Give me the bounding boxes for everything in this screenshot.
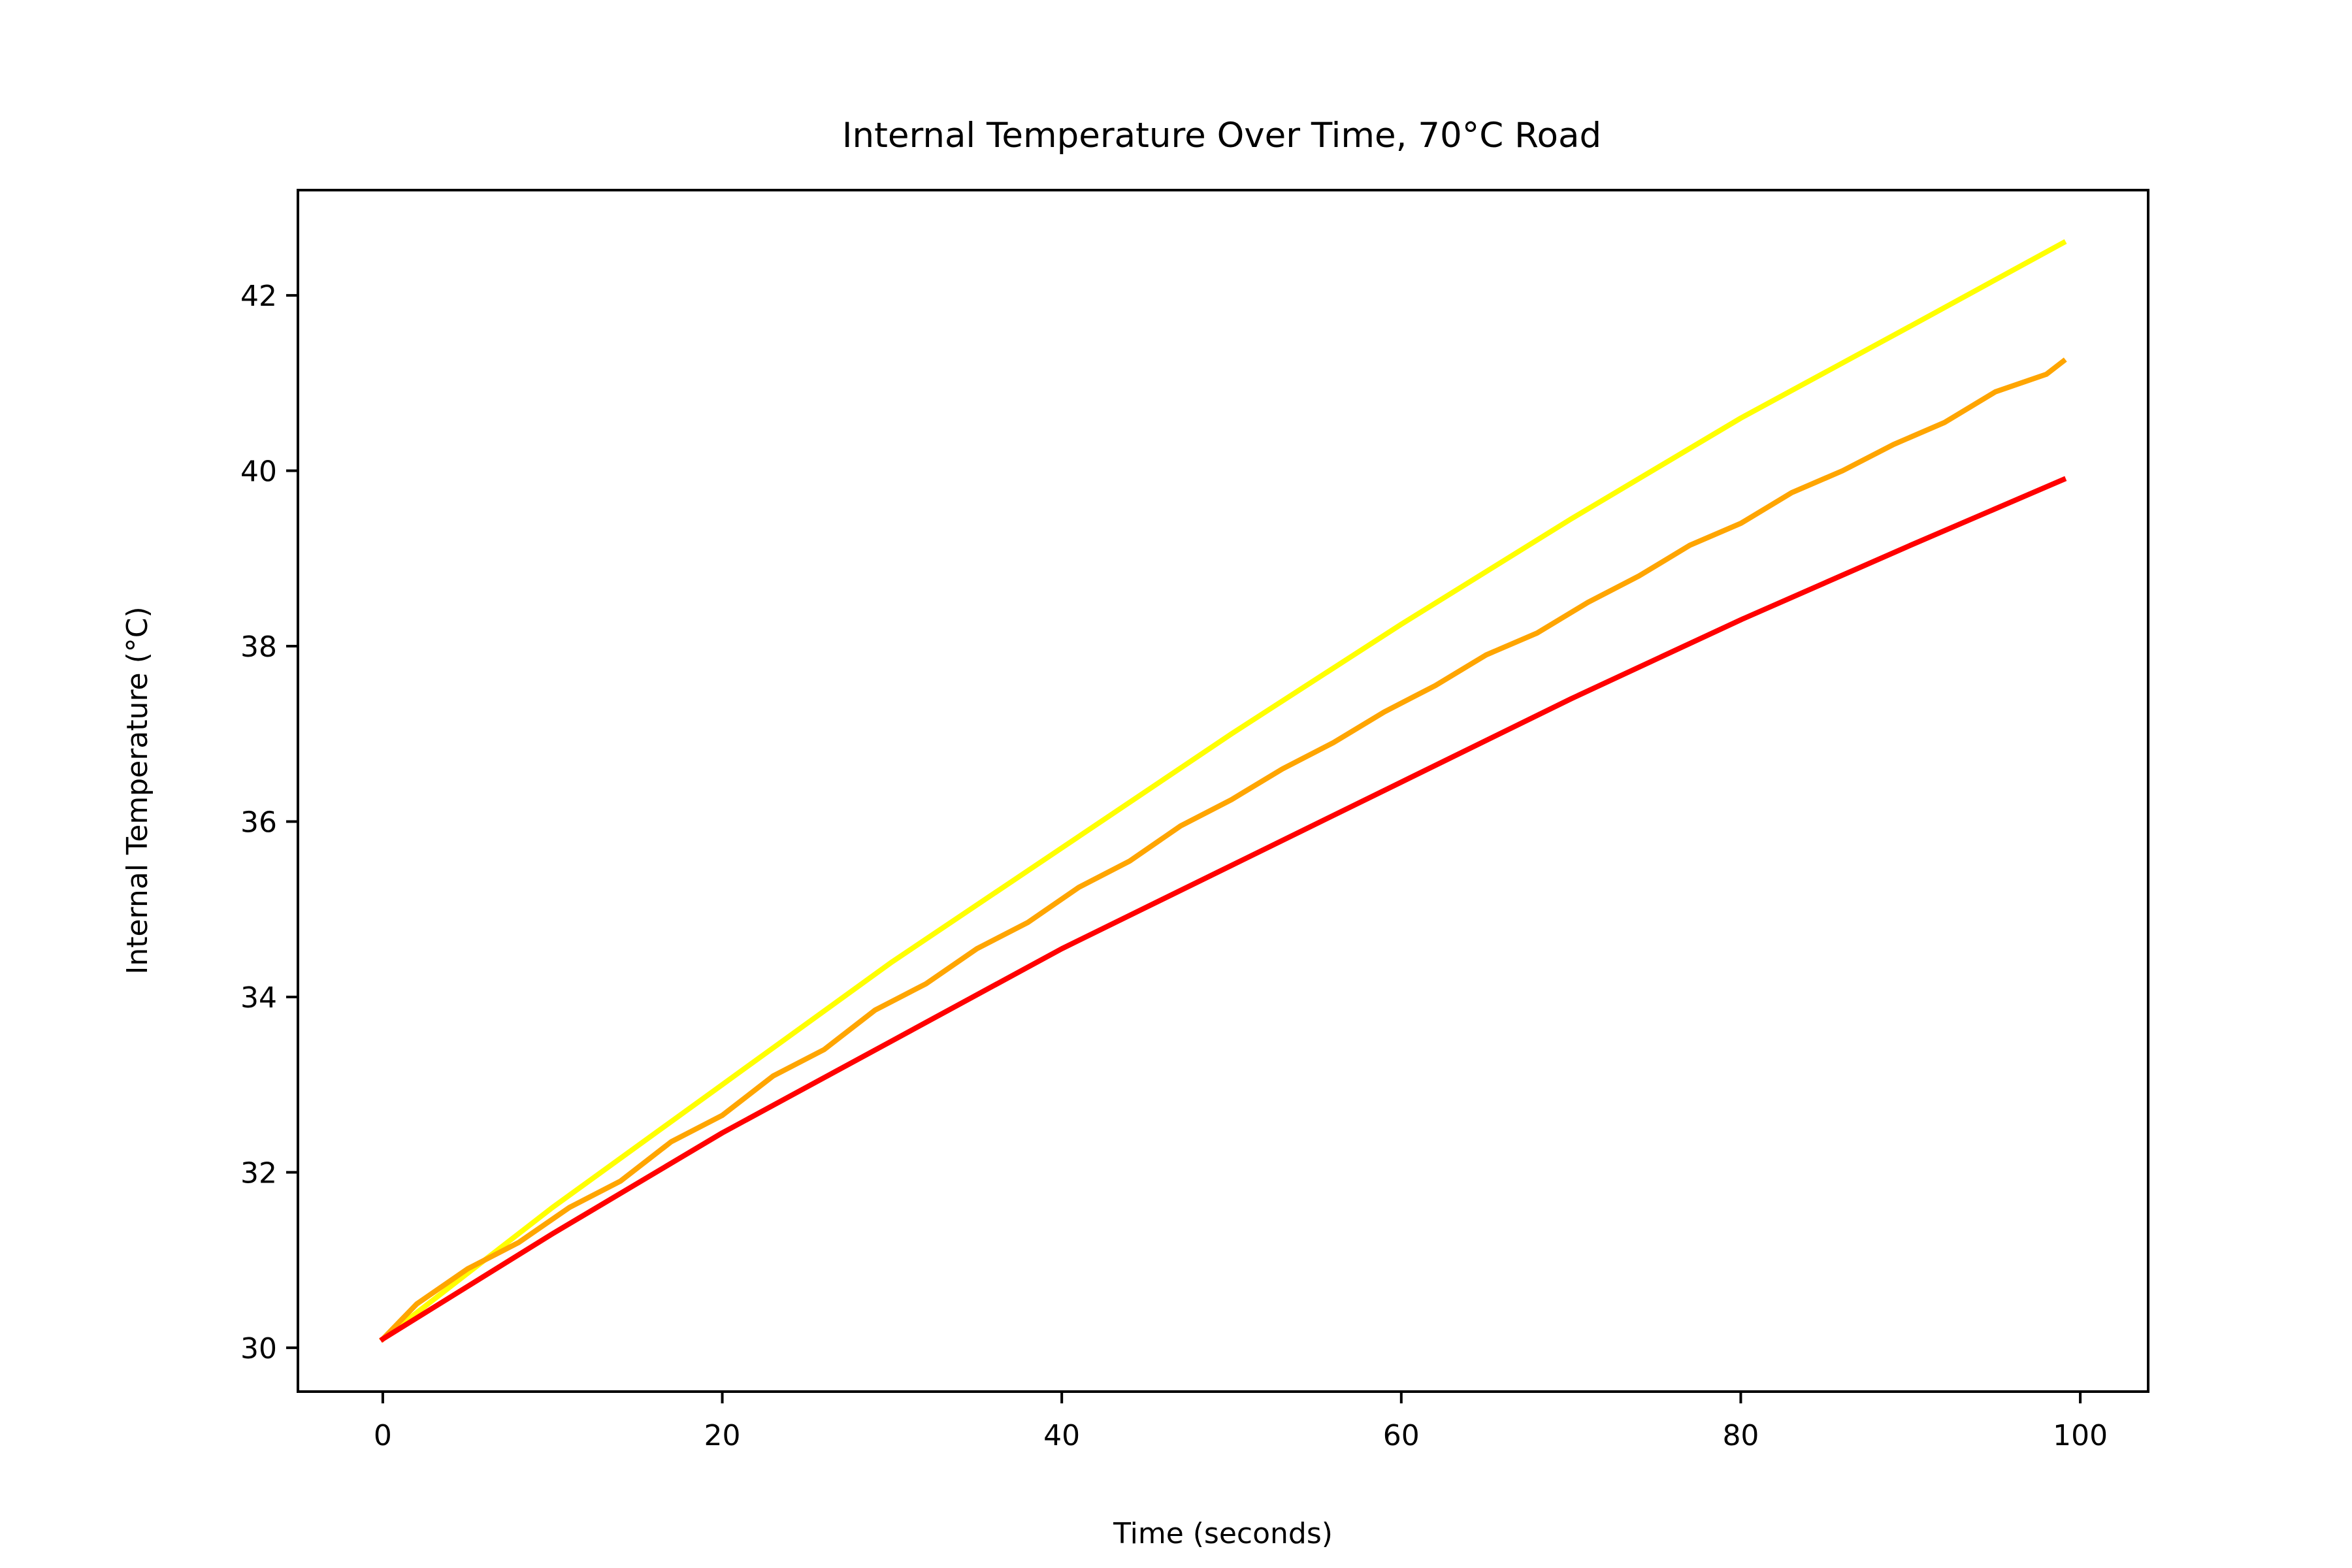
series-line-3 [379, 476, 2067, 1343]
y-tick-label: 30 [240, 1332, 277, 1365]
x-tick-label: 80 [1722, 1419, 1759, 1452]
x-tick-label: 40 [1043, 1419, 1080, 1452]
y-tick-label: 40 [240, 455, 277, 489]
x-tick-label: 60 [1383, 1419, 1420, 1452]
x-tick-label: 100 [2053, 1419, 2108, 1452]
y-tick-label: 32 [240, 1156, 277, 1190]
x-tick-label: 0 [374, 1419, 392, 1452]
x-tick-label: 20 [704, 1419, 741, 1452]
plot-frame [297, 189, 2149, 1393]
y-axis: 30 32 34 36 38 40 42 [240, 280, 298, 1365]
y-tick-label: 38 [240, 630, 277, 664]
chart-title: Internal Temperature Over Time, 70°C Roa… [842, 116, 1601, 155]
series-line-2 [379, 357, 2067, 1343]
y-tick-label: 34 [240, 981, 277, 1015]
x-axis: 0 20 40 60 80 100 [374, 1392, 2108, 1452]
plot-area [379, 239, 2067, 1343]
series-line-1 [379, 239, 2067, 1343]
y-tick-label: 42 [240, 280, 277, 313]
x-axis-label: Time (seconds) [1113, 1517, 1333, 1550]
y-axis-label: Internal Temperature (°C) [121, 606, 154, 974]
y-tick-label: 36 [240, 806, 277, 839]
